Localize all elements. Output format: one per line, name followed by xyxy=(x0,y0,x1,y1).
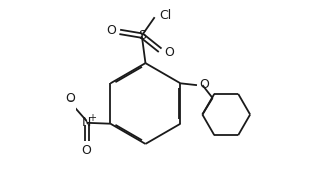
Text: N: N xyxy=(82,116,91,129)
Text: +: + xyxy=(88,113,96,123)
Text: O: O xyxy=(164,46,174,59)
Text: O: O xyxy=(106,23,116,37)
Text: Cl: Cl xyxy=(159,9,172,22)
Text: O: O xyxy=(66,92,76,105)
Text: ⁻: ⁻ xyxy=(67,99,73,109)
Text: S: S xyxy=(138,29,146,42)
Text: O: O xyxy=(200,78,210,91)
Text: O: O xyxy=(82,144,91,157)
